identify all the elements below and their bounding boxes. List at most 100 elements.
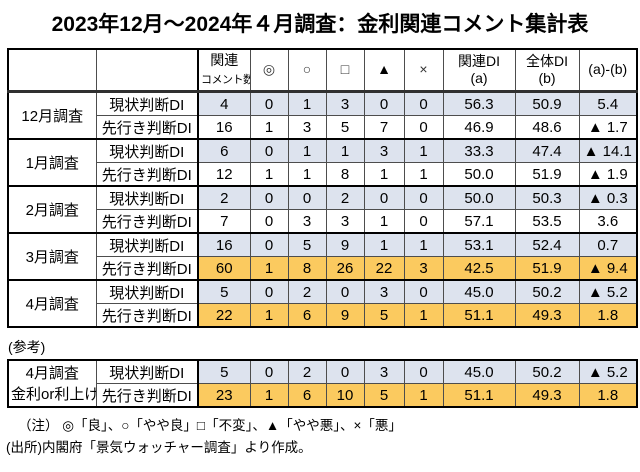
- value-cell: 1: [249, 162, 289, 187]
- table-row: 4月調査 現状判断DI 5 0 2 0 3 0 45.0 50.2 ▲ 5.2: [7, 279, 638, 328]
- row-label: 現状判断DI: [95, 91, 199, 116]
- value-cell: 57.1: [442, 209, 516, 234]
- value-cell: 45.0: [442, 279, 516, 304]
- value-cell: 5: [363, 303, 405, 328]
- value-cell: 3.6: [578, 209, 638, 234]
- value-cell: 1.8: [578, 303, 638, 328]
- value-cell: 9: [325, 232, 365, 257]
- value-cell: 6: [287, 303, 327, 328]
- row-label: 先行き判断DI: [95, 209, 199, 234]
- value-cell: 1: [403, 162, 444, 187]
- table-row: 3月調査 現状判断DI 16 0 5 9 1 1 53.1 52.4 0.7: [7, 232, 638, 281]
- header-label-blank: [95, 48, 199, 92]
- value-cell: 49.3: [514, 383, 580, 408]
- value-cell: 16: [197, 232, 251, 257]
- header-symbol-square-icon: □: [325, 48, 365, 92]
- value-cell: 50.3: [514, 185, 580, 210]
- value-cell: 0: [403, 91, 444, 116]
- value-cell: 0: [403, 115, 444, 140]
- header-symbol-triangle-icon: ▲: [363, 48, 405, 92]
- value-cell: 53.1: [442, 232, 516, 257]
- value-cell: 3: [363, 359, 405, 384]
- value-cell: 5: [325, 115, 365, 140]
- value-cell: 2: [197, 185, 251, 210]
- value-cell: 1: [403, 232, 444, 257]
- value-cell: 0: [249, 232, 289, 257]
- value-cell: 0: [249, 185, 289, 210]
- value-cell: 0: [403, 209, 444, 234]
- value-cell: 47.4: [514, 138, 580, 163]
- value-cell: 7: [197, 209, 251, 234]
- month-cell: 4月調査: [7, 279, 97, 328]
- value-cell: 1: [249, 303, 289, 328]
- value-cell: 0: [403, 279, 444, 304]
- footnotes: （注） ◎「良」、○「やや良」□「不変」、▲「やや悪」、×「悪」 (出所)内閣府…: [0, 415, 640, 458]
- value-cell: 2: [287, 359, 327, 384]
- value-cell: 1: [249, 115, 289, 140]
- value-cell: 2: [325, 185, 365, 210]
- value-cell: 3: [325, 209, 365, 234]
- value-cell: 0: [363, 185, 405, 210]
- value-cell: 0: [403, 359, 444, 384]
- month-cell: 3月調査: [7, 232, 97, 281]
- value-cell: 1: [403, 383, 444, 408]
- value-cell: 1: [363, 232, 405, 257]
- reference-section-label: (参考): [8, 339, 46, 355]
- value-cell: 0: [403, 185, 444, 210]
- value-cell: ▲ 1.7: [578, 115, 638, 140]
- table-header: 関連 コメント数 ◎ ○ □ ▲ × 関連DI (a) 全体DI (b) (a)-(b…: [7, 48, 638, 92]
- value-cell: 8: [325, 162, 365, 187]
- value-cell: 1: [363, 209, 405, 234]
- table-row: 2月調査 現状判断DI 2 0 0 2 0 0 50.0 50.3 ▲ 0.3: [7, 185, 638, 234]
- value-cell: 51.9: [514, 256, 580, 281]
- value-cell: 3: [363, 279, 405, 304]
- value-cell: 1: [287, 162, 327, 187]
- value-cell: 45.0: [442, 359, 516, 384]
- row-label: 先行き判断DI: [95, 256, 199, 281]
- value-cell: 1: [403, 303, 444, 328]
- row-label: 先行き判断DI: [95, 162, 199, 187]
- value-cell: ▲ 14.1: [578, 138, 638, 163]
- value-cell: 52.4: [514, 232, 580, 257]
- row-label: 現状判断DI: [95, 232, 199, 257]
- table-row: 1月調査 現状判断DI 6 0 1 1 3 1 33.3 47.4 ▲ 14.1: [7, 138, 638, 187]
- value-cell: 5: [197, 279, 251, 304]
- row-label: 現状判断DI: [95, 138, 199, 163]
- value-cell: 50.2: [514, 279, 580, 304]
- value-cell: 3: [325, 91, 365, 116]
- value-cell: 46.9: [442, 115, 516, 140]
- value-cell: 3: [403, 256, 444, 281]
- value-cell: 5: [197, 359, 251, 384]
- row-label: 先行き判断DI: [95, 115, 199, 140]
- table-row: 先行き判断DI 22 1 6 9 5 1 51.1 49.3 1.8: [8, 303, 638, 328]
- month-section: 2月調査 現状判断DI 2 0 0 2 0 0 50.0 50.3 ▲ 0.3 先行き判断DI 7 0 3 3…: [7, 185, 638, 234]
- value-cell: ▲ 0.3: [578, 185, 638, 210]
- table-row: 12月調査 現状判断DI 4 0 1 3 0 0 56.3 50.9 5.4: [7, 91, 638, 140]
- value-cell: ▲ 5.2: [578, 359, 638, 384]
- value-cell: 51.1: [442, 383, 516, 408]
- value-cell: 0: [249, 209, 289, 234]
- value-cell: ▲ 9.4: [578, 256, 638, 281]
- value-cell: 12: [197, 162, 251, 187]
- value-cell: 6: [287, 383, 327, 408]
- header-related-di: 関連DI (a): [442, 48, 516, 92]
- value-cell: 0: [249, 138, 289, 163]
- value-cell: 5.4: [578, 91, 638, 116]
- value-cell: 50.9: [514, 91, 580, 116]
- header-symbol-double-circle-icon: ◎: [249, 48, 289, 92]
- value-cell: 0: [249, 91, 289, 116]
- value-cell: 49.3: [514, 303, 580, 328]
- value-cell: 5: [363, 383, 405, 408]
- value-cell: 51.1: [442, 303, 516, 328]
- value-cell: 0: [325, 279, 365, 304]
- row-label: 現状判断DI: [95, 359, 199, 384]
- row-label: 現状判断DI: [95, 185, 199, 210]
- value-cell: 26: [325, 256, 365, 281]
- value-cell: 56.3: [442, 91, 516, 116]
- table-row: 先行き判断DI 23 1 6 10 5 1 51.1 49.3 1.8: [8, 383, 638, 408]
- value-cell: 2: [287, 279, 327, 304]
- header-month-blank: [7, 48, 97, 92]
- value-cell: 60: [197, 256, 251, 281]
- value-cell: 3: [363, 138, 405, 163]
- month-section: 12月調査 現状判断DI 4 0 1 3 0 0 56.3 50.9 5.4 先行き判断DI 16 1 3 5…: [7, 91, 638, 140]
